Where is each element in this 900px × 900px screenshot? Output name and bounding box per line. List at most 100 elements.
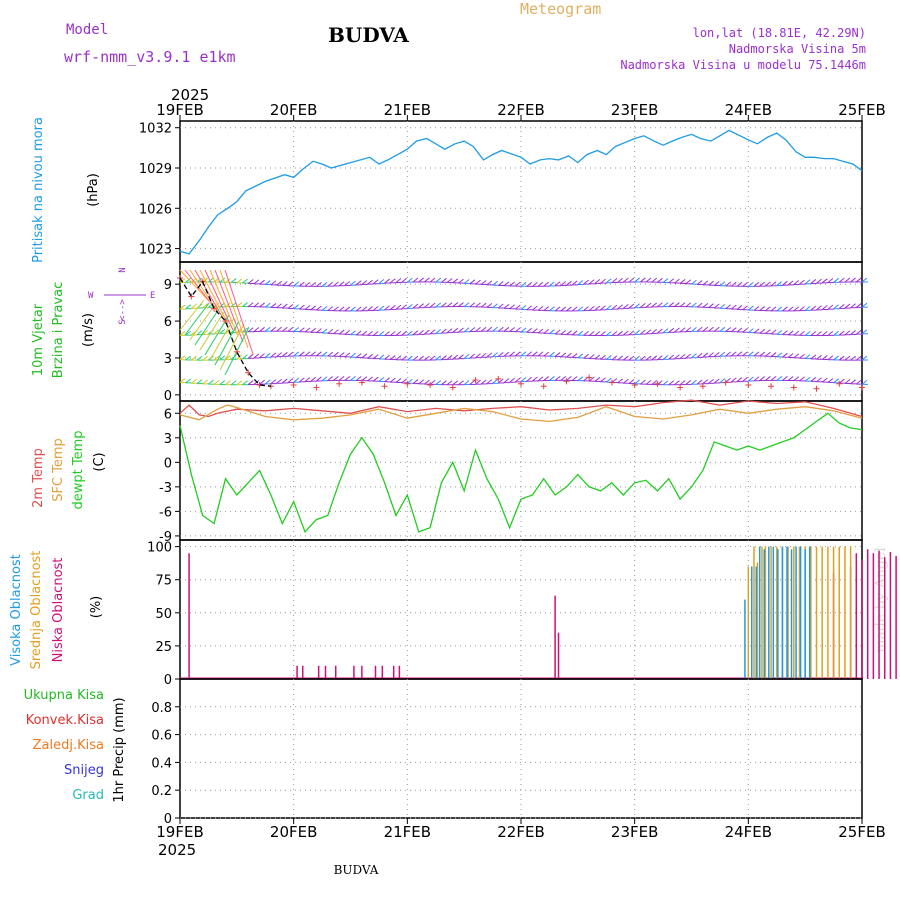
wind-barb [600, 305, 606, 311]
wind-barb [372, 305, 379, 311]
wind-barb [492, 326, 498, 332]
wind-barb [827, 355, 834, 361]
wind-barb [662, 302, 669, 308]
wind-barb [651, 277, 658, 283]
wind-barb [355, 353, 362, 358]
wind-barb [287, 378, 294, 383]
wind-barb [412, 277, 419, 283]
wind-barb [503, 378, 510, 383]
wind-barb [782, 280, 788, 286]
wind-barb [509, 281, 515, 287]
wind-barb [270, 280, 277, 286]
wind-barb [742, 376, 748, 382]
wind-barb [696, 379, 703, 385]
wind-barb [827, 278, 834, 283]
wind-barb [577, 376, 584, 382]
wind-barb [424, 355, 430, 361]
wind-barb [509, 351, 515, 357]
wind-barb [662, 328, 669, 334]
wind-barb [765, 281, 771, 287]
wind-barb [622, 303, 629, 309]
temp-ylabel-3: dewpt Temp [71, 430, 86, 509]
wind-barb [799, 376, 805, 382]
wind-barb [634, 330, 640, 335]
precip-legend-snow: Snijeg [64, 763, 104, 778]
wind-barb [838, 304, 845, 309]
wind-barb [299, 281, 305, 287]
wind-barb [674, 327, 680, 333]
wind-barb [691, 279, 697, 285]
wind-barb [713, 378, 720, 384]
wind-barb [532, 351, 538, 357]
wind-barb [236, 278, 243, 284]
wind-barb [327, 351, 334, 357]
wind-barb [736, 351, 743, 357]
wind-barb [634, 277, 640, 283]
wind-barb [782, 352, 788, 358]
wind-barb [350, 376, 356, 381]
wind-barb [458, 380, 464, 386]
wind-barb [384, 278, 390, 284]
wind-barb [281, 326, 288, 332]
wind-barb [850, 303, 856, 309]
wind-barb [361, 306, 368, 312]
wind-barb [543, 328, 550, 334]
wind-barb [281, 378, 288, 384]
wind-barb-strong [204, 269, 234, 331]
wind-barb [736, 305, 743, 310]
wind-barb [469, 327, 476, 332]
wind-barb [640, 303, 646, 308]
lonlat-label: lon,lat (18.81E, 42.29N) [693, 26, 866, 40]
wind-barb [605, 331, 612, 336]
wind-barb [793, 376, 800, 382]
wind-barb [748, 305, 754, 311]
wind-barb [219, 277, 226, 283]
wind-barb [475, 379, 481, 385]
wind-barb [759, 351, 766, 357]
y-tick-label: 0.8 [151, 701, 172, 716]
wind-barb [213, 355, 220, 361]
wind-barb [753, 376, 760, 382]
wind-barb [418, 329, 425, 335]
wind-barb [384, 331, 390, 336]
wind-barb [787, 306, 794, 312]
wind-barb [804, 354, 811, 359]
wind-barb [372, 354, 379, 360]
wind-barb [844, 355, 851, 361]
wind-barb [179, 278, 186, 283]
wind-barb [594, 377, 601, 382]
wind-barb [316, 281, 322, 287]
wind-barb [401, 378, 407, 384]
wind-barb [725, 351, 731, 357]
wind-barb [418, 355, 425, 361]
wind-barb [304, 281, 311, 287]
wind-barb [628, 355, 635, 361]
y-tick-label: -9 [159, 530, 172, 545]
wind-barb [730, 377, 737, 383]
wind-barb-strong [189, 269, 219, 313]
wind-barb [486, 303, 493, 308]
wind-barb [247, 380, 254, 385]
wind-barb [696, 280, 703, 285]
wind-barb-strong [214, 320, 240, 366]
wind-barb [861, 277, 868, 283]
pressure-unit: (hPa) [86, 173, 101, 207]
wind-barb [804, 279, 811, 285]
wind-barb [730, 327, 737, 333]
wind-barb [674, 380, 680, 386]
wind-barb [344, 281, 351, 286]
wind-barb [407, 277, 413, 283]
wind-barb [577, 306, 584, 312]
wind-barb [617, 355, 623, 361]
wind-barb [571, 353, 578, 358]
wind-barb-strong [199, 269, 229, 325]
wind-barb [838, 277, 845, 283]
wind-barb [787, 280, 794, 286]
wind-barb [395, 304, 402, 310]
wind-barb [588, 305, 595, 311]
wind-barb [389, 278, 396, 284]
wind-barb [770, 352, 777, 357]
wind-barb [497, 378, 504, 384]
wind-barb [480, 379, 487, 385]
wind-barb [446, 328, 453, 334]
